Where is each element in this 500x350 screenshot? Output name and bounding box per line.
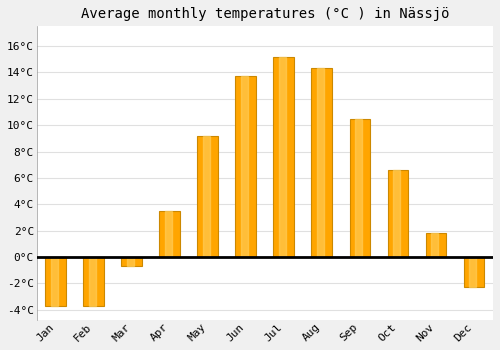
Title: Average monthly temperatures (°C ) in Nässjö: Average monthly temperatures (°C ) in Nä… — [80, 7, 449, 21]
Bar — [431, 233, 438, 257]
Bar — [126, 257, 134, 266]
Bar — [393, 170, 400, 257]
Bar — [46, 257, 66, 306]
Bar — [354, 119, 362, 257]
Bar — [88, 257, 96, 306]
Bar — [236, 76, 256, 257]
Bar — [316, 69, 324, 257]
Bar — [198, 136, 218, 257]
Bar — [350, 119, 370, 257]
Bar — [164, 211, 172, 257]
Bar — [202, 136, 210, 257]
Bar — [312, 69, 332, 257]
Bar — [388, 170, 408, 257]
Bar — [278, 57, 286, 257]
Bar — [240, 76, 248, 257]
Bar — [426, 233, 446, 257]
Bar — [84, 257, 104, 306]
Bar — [274, 57, 294, 257]
Bar — [50, 257, 58, 306]
Bar — [160, 211, 180, 257]
Bar — [122, 257, 142, 266]
Bar — [464, 257, 484, 287]
Bar — [469, 257, 476, 287]
